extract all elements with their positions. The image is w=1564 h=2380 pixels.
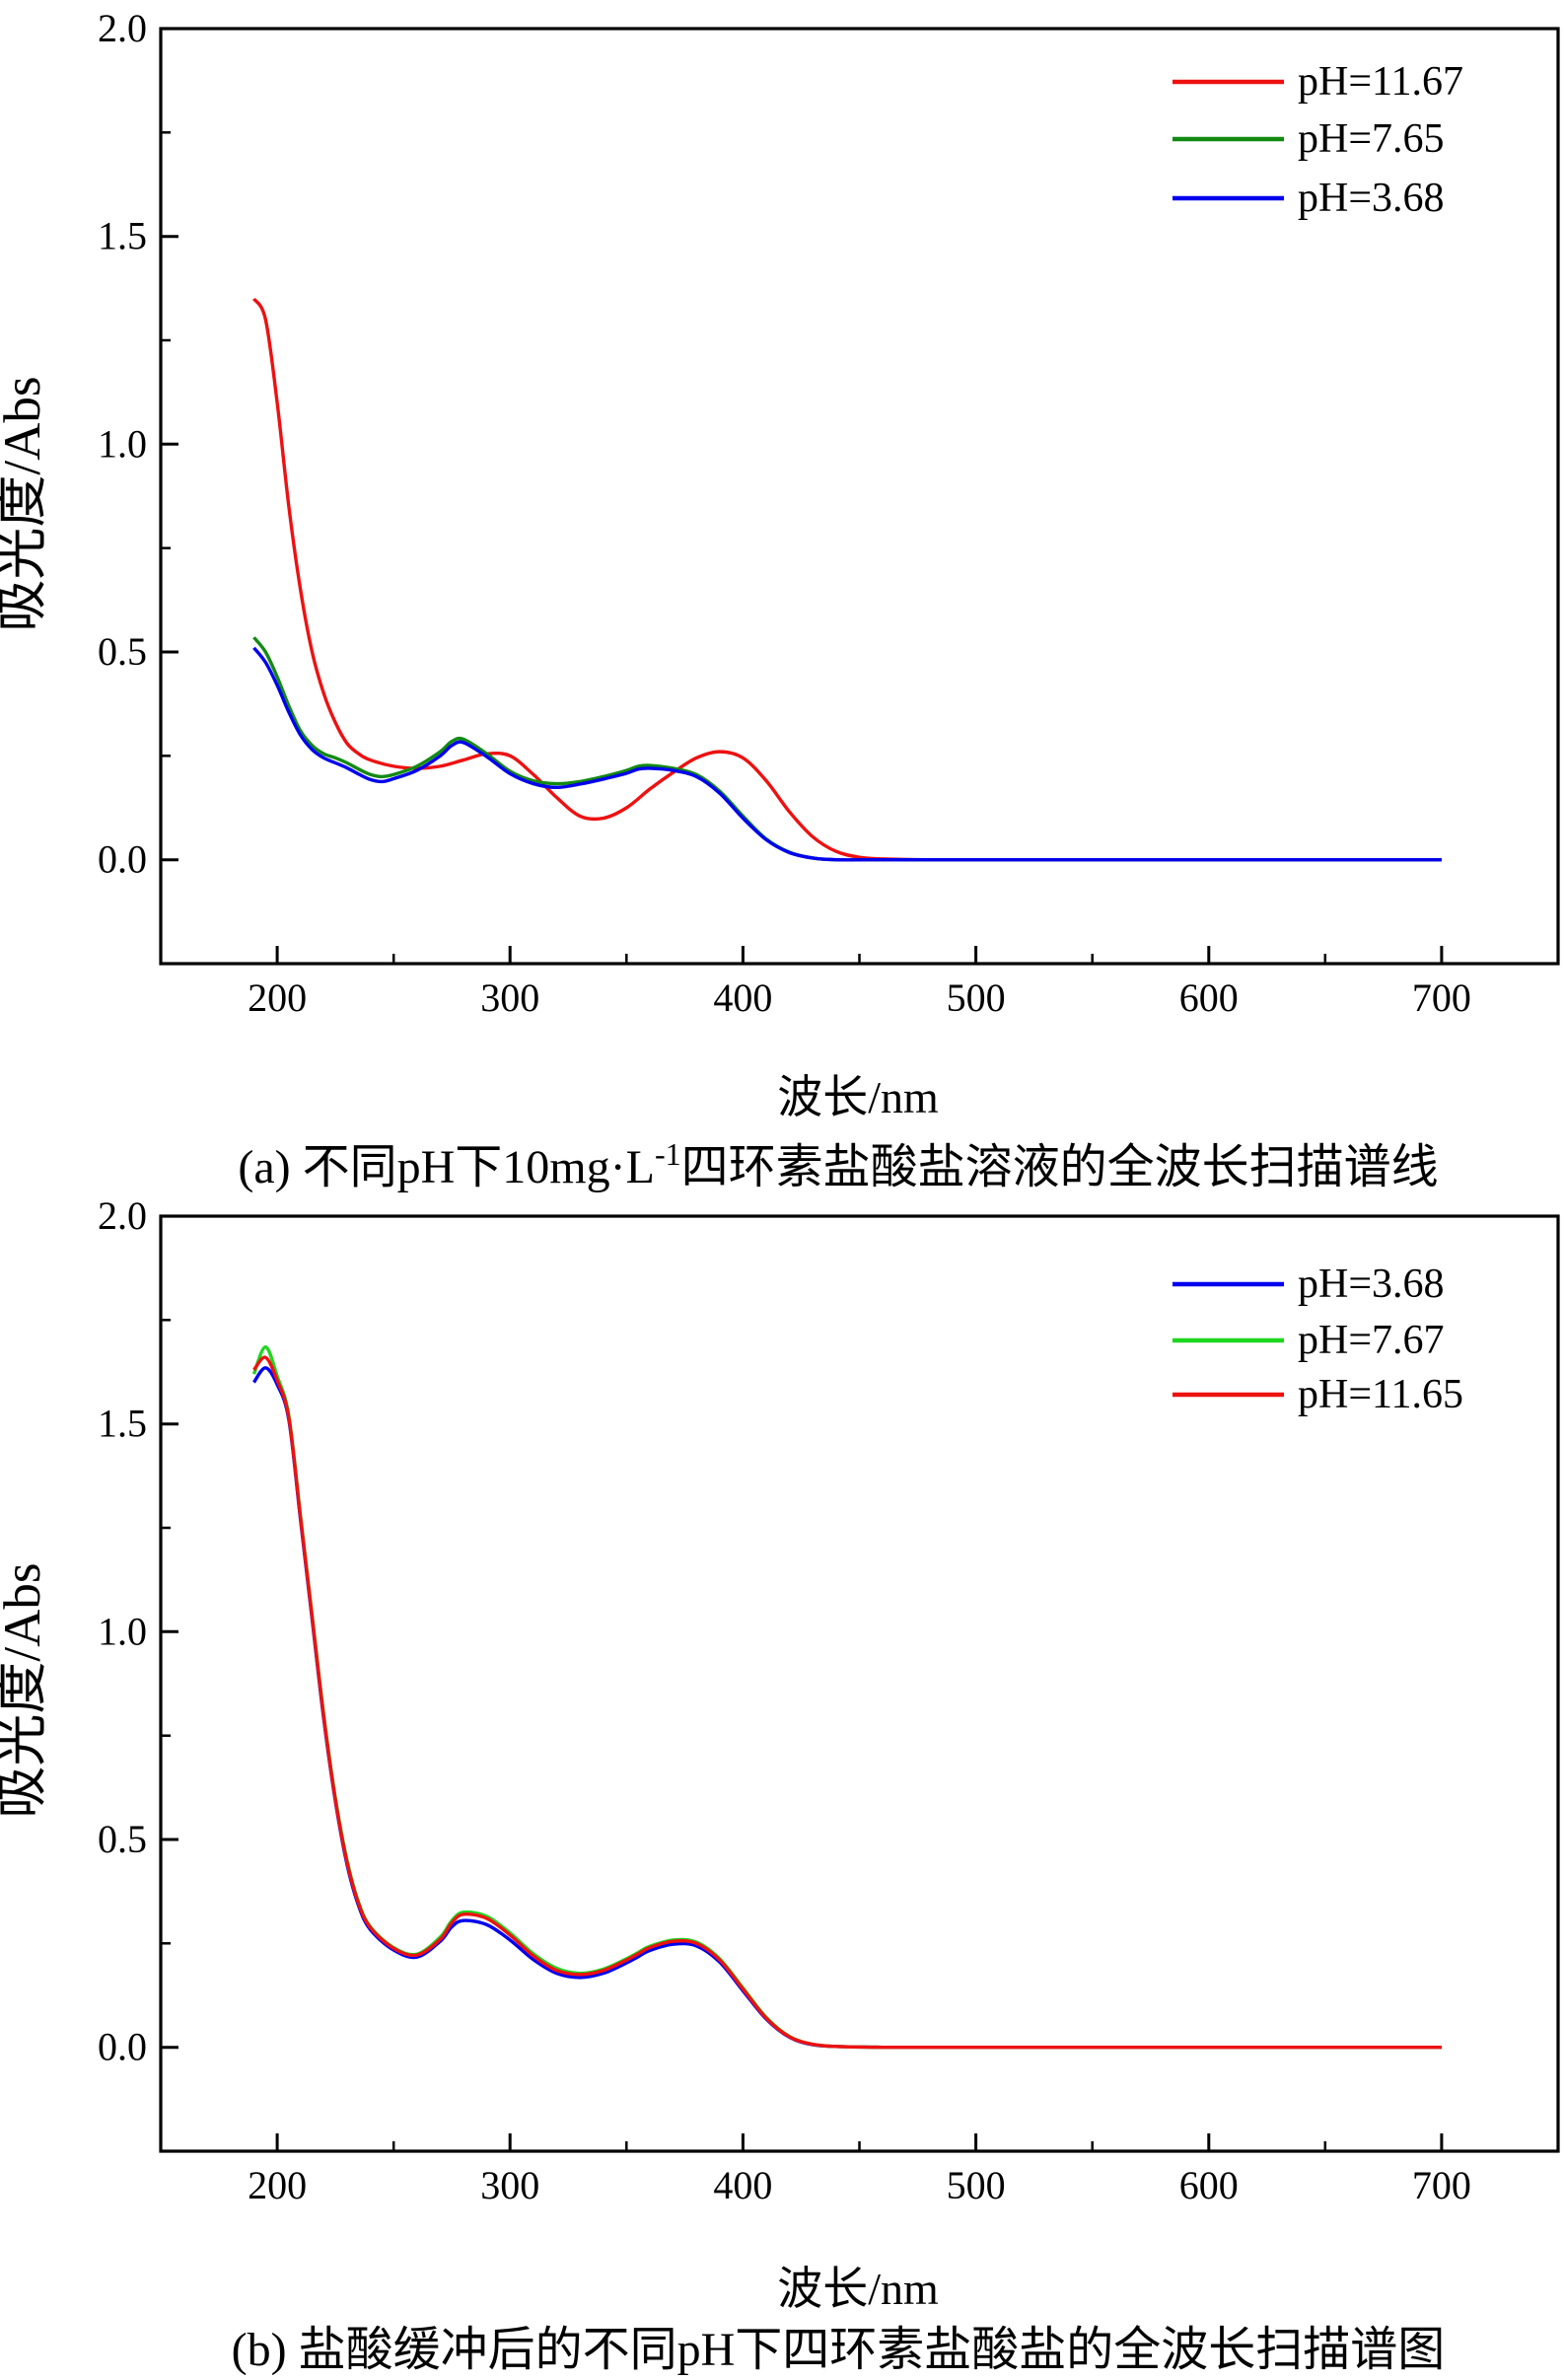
svg-text:1.0: 1.0	[98, 421, 147, 466]
svg-text:700: 700	[1412, 2163, 1471, 2207]
svg-text:0.5: 0.5	[98, 629, 147, 674]
svg-text:500: 500	[947, 2163, 1006, 2207]
svg-text:200: 200	[248, 2163, 307, 2207]
svg-text:1.5: 1.5	[98, 214, 147, 258]
svg-text:pH=3.68: pH=3.68	[1298, 176, 1445, 221]
svg-text:波长/nm: 波长/nm	[777, 2264, 939, 2314]
svg-text:吸光度/Abs: 吸光度/Abs	[0, 1562, 51, 1818]
svg-text:0.0: 0.0	[98, 837, 147, 882]
svg-text:波长/nm: 波长/nm	[777, 1072, 939, 1122]
svg-text:600: 600	[1179, 2163, 1239, 2207]
svg-text:700: 700	[1412, 975, 1471, 1020]
svg-text:300: 300	[480, 975, 539, 1020]
svg-text:400: 400	[713, 975, 772, 1020]
svg-text:(b) 盐酸缓冲后的不同pH下四环素盐酸盐的全波长扫描谱图: (b) 盐酸缓冲后的不同pH下四环素盐酸盐的全波长扫描谱图	[232, 2324, 1446, 2375]
svg-text:pH=11.67: pH=11.67	[1298, 59, 1463, 105]
svg-text:2.0: 2.0	[98, 6, 147, 50]
svg-text:pH=11.65: pH=11.65	[1298, 1372, 1463, 1417]
svg-text:pH=7.67: pH=7.67	[1298, 1318, 1445, 1363]
svg-text:500: 500	[947, 975, 1006, 1020]
svg-text:吸光度/Abs: 吸光度/Abs	[0, 376, 51, 631]
svg-text:0.0: 0.0	[98, 2025, 147, 2069]
svg-text:1.0: 1.0	[98, 1609, 147, 1653]
svg-text:1.5: 1.5	[98, 1402, 147, 1446]
svg-text:0.5: 0.5	[98, 1817, 147, 1861]
svg-text:600: 600	[1179, 975, 1239, 1020]
svg-text:(a) 不同pH下10mg·L-1四环素盐酸盐溶液的全波长扫: (a) 不同pH下10mg·L-1四环素盐酸盐溶液的全波长扫描谱线	[238, 1136, 1438, 1193]
svg-text:300: 300	[480, 2163, 539, 2207]
svg-text:200: 200	[248, 975, 307, 1020]
svg-text:pH=3.68: pH=3.68	[1298, 1262, 1445, 1307]
svg-text:400: 400	[713, 2163, 772, 2207]
svg-text:pH=7.65: pH=7.65	[1298, 116, 1445, 162]
svg-text:2.0: 2.0	[98, 1193, 147, 1238]
